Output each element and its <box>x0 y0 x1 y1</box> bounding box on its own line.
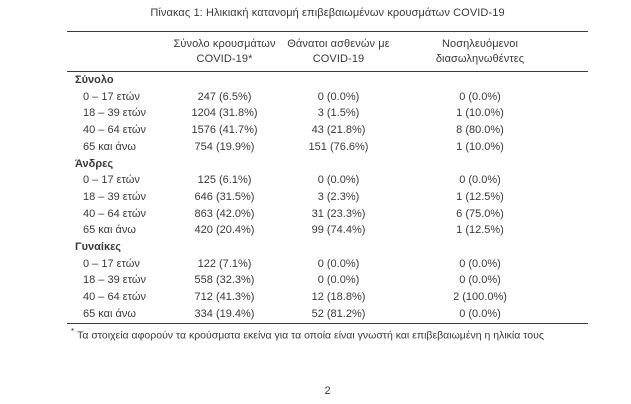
col-header-intubated: Νοσηλευόμενοι διασωληνωθέντες <box>400 31 588 72</box>
intubated-value: 6 (75.0%) <box>456 207 504 220</box>
table-row: 65 και άνω 754 (19.9%) 151 (76.6%) 1 (10… <box>67 139 588 156</box>
header-line: COVID-19 <box>312 53 365 65</box>
header-line: Νοσηλευόμενοι <box>441 38 519 50</box>
age-group-label: 18 – 39 ετών <box>83 274 146 287</box>
cases-value: 558 (32.3%) <box>194 274 255 287</box>
age-group-label: 18 – 39 ετών <box>83 190 146 203</box>
deaths-value: 0 (0.0%) <box>317 174 360 187</box>
cases-value: 125 (6.1%) <box>197 174 252 187</box>
intubated-value: 1 (12.5%) <box>456 190 504 203</box>
deaths-value: 12 (18.8%) <box>311 291 366 304</box>
age-group-label: 65 και άνω <box>83 307 136 320</box>
cases-value: 420 (20.4%) <box>194 224 255 237</box>
empty-cell <box>400 72 588 89</box>
cases-value: 122 (7.1%) <box>197 257 252 270</box>
table-row: 40 – 64 ετών 712 (41.3%) 12 (18.8%) 2 (1… <box>67 289 588 306</box>
deaths-value: 0 (0.0%) <box>317 90 360 103</box>
table-row: 65 και άνω 334 (19.4%) 52 (81.2%) 0 (0.0… <box>67 306 588 323</box>
cases-value: 712 (41.3%) <box>194 291 255 304</box>
deaths-value: 52 (81.2%) <box>311 307 366 320</box>
col-header-deaths: Θάνατοι ασθενών με COVID-19 <box>277 31 400 72</box>
deaths-value: 99 (74.4%) <box>311 224 366 237</box>
table-title: Πίνακας 1: Ηλικιακή κατανομή επιβεβαιωμέ… <box>150 7 505 19</box>
cases-value: 754 (19.9%) <box>194 140 255 153</box>
cases-value: 646 (31.5%) <box>194 190 255 203</box>
empty-cell <box>277 239 400 256</box>
empty-cell <box>400 239 588 256</box>
intubated-value: 0 (0.0%) <box>459 174 501 187</box>
intubated-value: 8 (80.0%) <box>456 124 504 137</box>
empty-cell <box>172 239 277 256</box>
table-row: 18 – 39 ετών 646 (31.5%) 3 (2.3%) 1 (12.… <box>67 189 588 206</box>
table-row: 18 – 39 ετών 558 (32.3%) 0 (0.0%) 0 (0.0… <box>67 272 588 289</box>
table-row: 0 – 17 ετών 125 (6.1%) 0 (0.0%) 0 (0.0%) <box>67 172 588 189</box>
table-row: 18 – 39 ετών 1204 (31.8%) 3 (1.5%) 1 (10… <box>67 105 588 122</box>
deaths-value: 0 (0.0%) <box>317 274 360 287</box>
section-label: Γυναίκες <box>75 241 122 254</box>
intubated-value: 2 (100.0%) <box>453 291 507 304</box>
page-number: 2 <box>324 385 331 397</box>
cases-value: 863 (42.0%) <box>194 207 255 220</box>
age-group-label: 18 – 39 ετών <box>83 107 146 120</box>
table-row: 40 – 64 ετών 1576 (41.7%) 43 (21.8%) 8 (… <box>67 122 588 139</box>
header-line: Θάνατοι ασθενών με <box>287 38 390 50</box>
deaths-value: 3 (1.5%) <box>317 107 360 120</box>
deaths-value: 43 (21.8%) <box>311 124 366 137</box>
section-row-men: Άνδρες <box>67 156 588 173</box>
age-group-label: 65 και άνω <box>83 140 136 153</box>
cases-value: 1204 (31.8%) <box>191 107 258 120</box>
section-row-total: Σύνολο <box>67 72 588 89</box>
table-row: 0 – 17 ετών 247 (6.5%) 0 (0.0%) 0 (0.0%) <box>67 89 588 106</box>
cases-value: 247 (6.5%) <box>197 90 252 103</box>
section-label: Σύνολο <box>75 74 114 86</box>
empty-cell <box>172 72 277 89</box>
age-group-label: 0 – 17 ετών <box>83 90 140 103</box>
footnote-marker: * <box>71 327 75 336</box>
section-row-women: Γυναίκες <box>67 239 588 256</box>
deaths-value: 151 (76.6%) <box>308 140 369 153</box>
cases-value: 334 (19.4%) <box>194 307 255 320</box>
col-header-cases: Σύνολο κρουσμάτων COVID-19* <box>172 31 277 72</box>
deaths-value: 0 (0.0%) <box>317 257 360 270</box>
table-row: 65 και άνω 420 (20.4%) 99 (74.4%) 1 (12.… <box>67 222 588 239</box>
header-line: διασωληνωθέντες <box>435 53 525 65</box>
age-group-label: 40 – 64 ετών <box>83 291 146 304</box>
deaths-value: 31 (23.3%) <box>311 207 366 220</box>
table-row: 0 – 17 ετών 122 (7.1%) 0 (0.0%) 0 (0.0%) <box>67 256 588 273</box>
empty-cell <box>277 72 400 89</box>
header-line: COVID-19* <box>196 53 253 65</box>
intubated-value: 1 (10.0%) <box>456 140 504 153</box>
intubated-value: 0 (0.0%) <box>459 257 501 270</box>
age-group-label: 0 – 17 ετών <box>83 257 140 270</box>
header-line: Σύνολο κρουσμάτων <box>173 38 276 50</box>
intubated-value: 0 (0.0%) <box>459 274 501 287</box>
empty-cell <box>277 156 400 173</box>
footnote: * Τα στοιχεία αφορούν τα κρούσματα εκείνα… <box>71 325 611 343</box>
intubated-value: 0 (0.0%) <box>459 90 501 103</box>
table-row: 40 – 64 ετών 863 (42.0%) 31 (23.3%) 6 (7… <box>67 206 588 223</box>
deaths-value: 3 (2.3%) <box>317 190 360 203</box>
age-group-label: 40 – 64 ετών <box>83 124 146 137</box>
footnote-text: Τα στοιχεία αφορούν τα κρούσματα εκείνα … <box>77 329 544 342</box>
section-label: Άνδρες <box>75 157 114 170</box>
intubated-value: 1 (10.0%) <box>456 107 504 120</box>
header-row: Σύνολο κρουσμάτων COVID-19* Θάνατοι ασθεν… <box>67 31 588 72</box>
empty-header-cell <box>67 31 172 72</box>
intubated-value: 1 (12.5%) <box>456 224 504 237</box>
covid-age-distribution-table: Σύνολο κρουσμάτων COVID-19* Θάνατοι ασθεν… <box>67 31 588 324</box>
age-group-label: 40 – 64 ετών <box>83 207 146 220</box>
age-group-label: 0 – 17 ετών <box>83 174 140 187</box>
empty-cell <box>400 156 588 173</box>
age-group-label: 65 και άνω <box>83 224 136 237</box>
empty-cell <box>172 156 277 173</box>
cases-value: 1576 (41.7%) <box>191 124 258 137</box>
intubated-value: 0 (0.0%) <box>459 307 501 320</box>
